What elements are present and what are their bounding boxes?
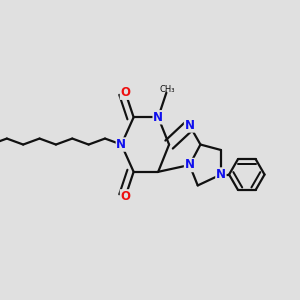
Text: N: N bbox=[184, 119, 194, 132]
Text: O: O bbox=[121, 86, 130, 99]
Text: N: N bbox=[153, 111, 163, 124]
Text: O: O bbox=[121, 190, 130, 203]
Text: CH₃: CH₃ bbox=[160, 85, 176, 94]
Text: N: N bbox=[116, 138, 126, 151]
Text: N: N bbox=[184, 158, 194, 172]
Text: N: N bbox=[216, 168, 226, 181]
